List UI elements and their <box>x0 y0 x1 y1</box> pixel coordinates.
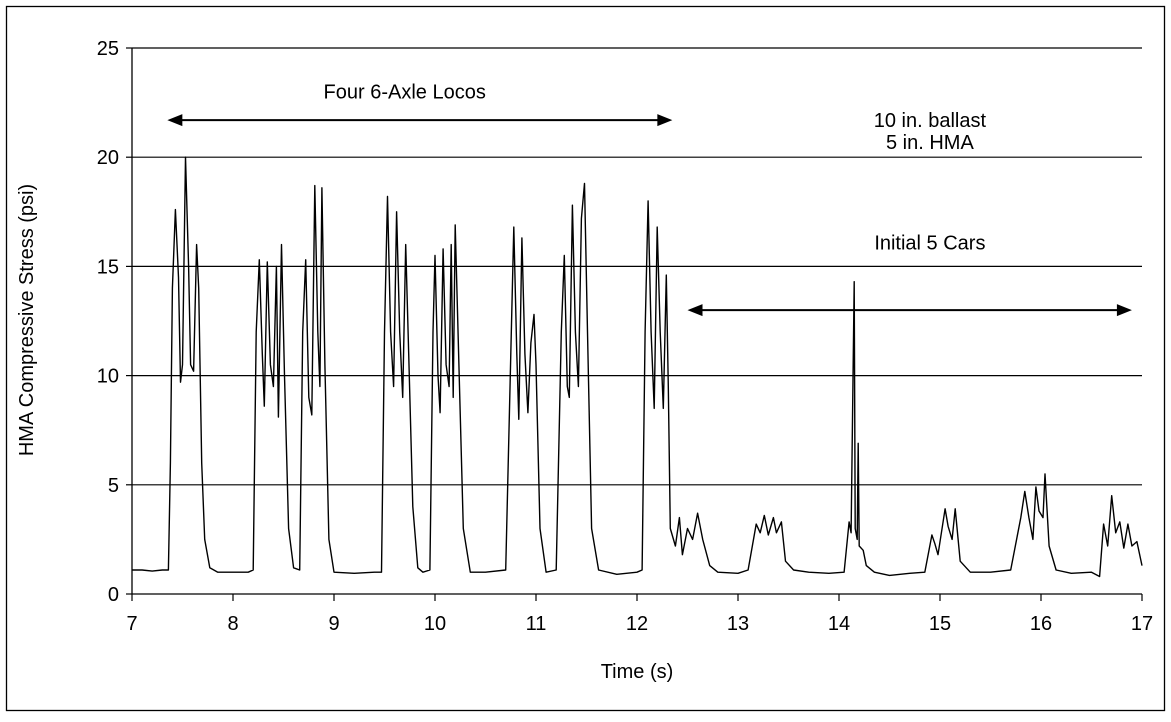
data-series <box>132 156 1143 578</box>
y-tick-label: 5 <box>108 475 119 497</box>
annotation-text: 10 in. ballast <box>874 110 987 132</box>
y-tick-label: 0 <box>108 584 119 606</box>
y-axis-label: HMA Compressive Stress (psi) <box>16 184 38 456</box>
annotation-text: 5 in. HMA <box>886 132 974 154</box>
x-tick-label: 8 <box>227 613 238 635</box>
x-tick-label: 16 <box>1030 613 1052 635</box>
arrow-head-right <box>1116 304 1132 317</box>
y-tick-label: 15 <box>97 256 119 278</box>
x-tick-label: 10 <box>424 613 446 635</box>
x-tick-label: 12 <box>626 613 648 635</box>
x-tick-label: 14 <box>828 613 850 635</box>
axes: 0 5 10 15 20 25 7 8 9 10 11 12 13 14 15 16 17 <box>97 38 1153 635</box>
y-tick-label: 25 <box>97 38 119 60</box>
y-tick-label: 20 <box>97 147 119 169</box>
x-tick-label: 9 <box>328 613 339 635</box>
stress-series-line <box>132 156 1143 578</box>
annotation-text: Initial 5 Cars <box>874 232 985 254</box>
arrow-head-right <box>657 114 673 127</box>
x-tick-label: 17 <box>1131 613 1153 635</box>
x-tick-label: 13 <box>727 613 749 635</box>
arrow-head-left <box>167 114 183 127</box>
y-tick-label: 10 <box>97 366 119 388</box>
x-axis-label: Time (s) <box>601 661 674 683</box>
x-tick-label: 7 <box>126 613 137 635</box>
x-tick-label: 11 <box>526 613 547 635</box>
arrow-head-left <box>687 304 703 317</box>
x-tick-label: 15 <box>929 613 951 635</box>
annotation-text: Four 6-Axle Locos <box>324 82 486 104</box>
